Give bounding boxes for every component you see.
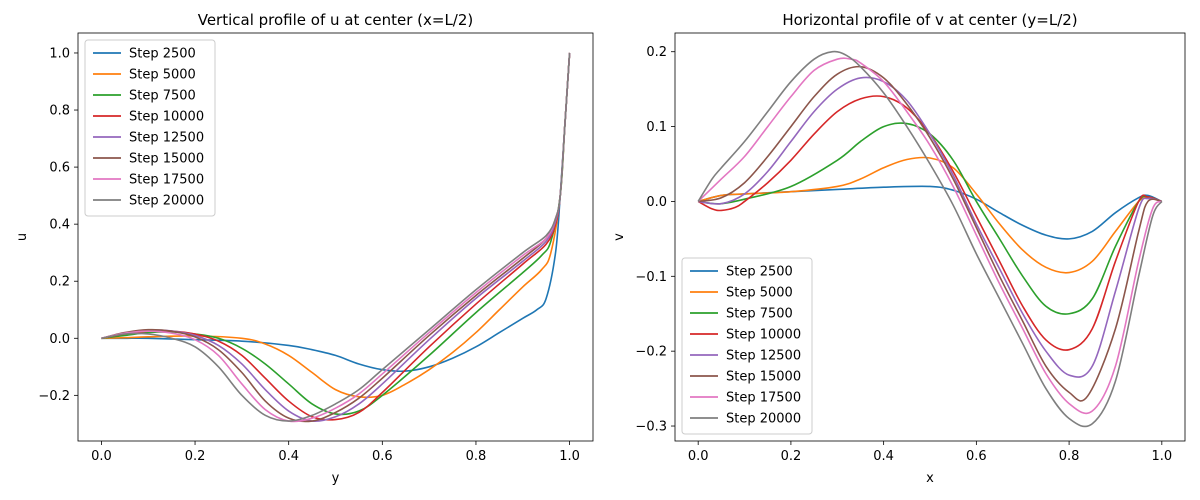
x-axis-label: x <box>926 471 934 486</box>
x-tick-label: 0.0 <box>688 449 709 464</box>
legend-entry-label: Step 2500 <box>726 265 793 280</box>
legend-entry-label: Step 12500 <box>129 131 204 146</box>
x-tick-label: 0.6 <box>966 449 987 464</box>
series-line-step-2500 <box>101 52 571 373</box>
legend: Step 2500 Step 5000 Step 7500 Step 10000 Ste… <box>84 39 216 217</box>
y-tick-label: 0.0 <box>49 332 70 347</box>
x-tick-label: 0.2 <box>185 449 206 464</box>
y-tick-label: −0.3 <box>635 420 667 435</box>
legend-entry-label: Step 15000 <box>129 152 204 167</box>
legend-box <box>84 39 216 217</box>
y-tick-label: 1.0 <box>49 46 70 61</box>
series-line-step-20000 <box>101 52 571 422</box>
y-tick-label: −0.1 <box>635 270 667 285</box>
series-line-step-10000 <box>697 95 1163 351</box>
y-tick-label: 0.8 <box>49 104 70 119</box>
y-tick-label: −0.2 <box>635 345 667 360</box>
y-tick-label: 0.4 <box>49 218 70 233</box>
right-chart-panel: Horizontal profile of v at center (y=L/2… <box>612 11 1186 486</box>
axes-frame <box>77 32 594 442</box>
legend-entry-label: Step 17500 <box>726 391 801 406</box>
x-tick-label: 1.0 <box>559 449 580 464</box>
legend: Step 2500 Step 5000 Step 7500 Step 10000 Ste… <box>681 257 813 435</box>
legend-entry-label: Step 2500 <box>129 47 196 62</box>
x-tick-label: 0.8 <box>466 449 487 464</box>
legend-entry-label: Step 17500 <box>129 173 204 188</box>
y-axis-label: v <box>612 233 627 241</box>
legend-entry-label: Step 15000 <box>726 370 801 385</box>
legend-entry-label: Step 20000 <box>129 194 204 209</box>
legend-entry-label: Step 10000 <box>129 110 204 125</box>
legend-box <box>681 257 813 435</box>
x-tick-label: 0.6 <box>372 449 393 464</box>
legend-entry-label: Step 12500 <box>726 349 801 364</box>
legend-entry-label: Step 10000 <box>726 328 801 343</box>
legend-entry-label: Step 7500 <box>726 307 793 322</box>
y-tick-label: 0.0 <box>646 195 667 210</box>
series-lines <box>101 52 571 423</box>
series-line-step-12500 <box>698 76 1163 378</box>
y-axis-label: u <box>15 233 30 241</box>
x-tick-label: 0.4 <box>873 449 894 464</box>
series-line-step-7500 <box>698 122 1163 315</box>
chart-title: Vertical profile of u at center (x=L/2) <box>198 11 474 29</box>
y-tick-label: 0.6 <box>49 161 70 176</box>
x-tick-label: 0.8 <box>1059 449 1080 464</box>
series-line-step-5000 <box>101 52 571 399</box>
y-tick-label: 0.2 <box>646 45 667 60</box>
x-axis-label: y <box>332 471 340 486</box>
legend-entry-label: Step 7500 <box>129 89 196 104</box>
x-tick-label: 0.4 <box>278 449 299 464</box>
legend-entry-label: Step 5000 <box>129 68 196 83</box>
legend-entry-label: Step 20000 <box>726 412 801 427</box>
x-tick-label: 1.0 <box>1151 449 1172 464</box>
y-tick-label: 0.1 <box>646 120 667 135</box>
x-tick-label: 0.0 <box>91 449 112 464</box>
legend-entry-label: Step 5000 <box>726 286 793 301</box>
series-line-step-20000 <box>697 50 1163 428</box>
axes-frame <box>674 32 1186 442</box>
series-line-step-17500 <box>697 57 1163 415</box>
y-tick-label: 0.2 <box>49 275 70 290</box>
left-chart-panel: Vertical profile of u at center (x=L/2) 0… <box>15 11 594 486</box>
series-lines <box>697 50 1163 428</box>
chart-title: Horizontal profile of v at center (y=L/2… <box>782 11 1077 29</box>
x-tick-label: 0.2 <box>781 449 802 464</box>
y-tick-label: −0.2 <box>38 389 70 404</box>
series-line-step-15000 <box>698 65 1162 402</box>
